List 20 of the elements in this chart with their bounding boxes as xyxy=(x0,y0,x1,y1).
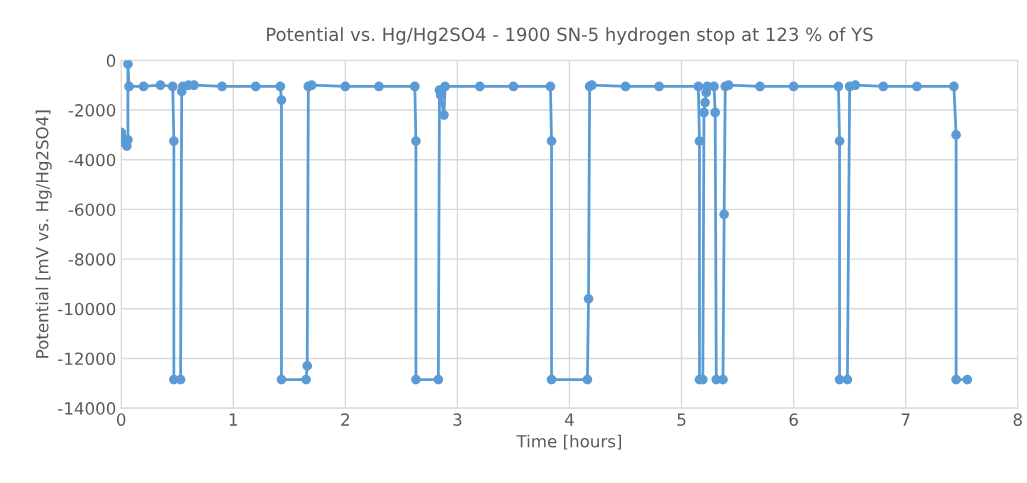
y-tick-label: -14000 xyxy=(58,402,116,415)
y-tick-label: -4000 xyxy=(68,153,116,167)
x-tick-label: 4 xyxy=(564,413,574,426)
x-tick-label: 6 xyxy=(789,413,798,426)
y-axis-title: Potential [mV vs. Hg/Hg2SO4] xyxy=(35,110,52,358)
x-tick-label: 0 xyxy=(116,413,126,426)
y-tick-label: -2000 xyxy=(68,104,116,117)
x-tick-label: 8 xyxy=(1013,413,1022,426)
x-tick-label: 2 xyxy=(341,413,349,426)
y-tick-label: -10000 xyxy=(58,302,116,316)
x-tick-label: 5 xyxy=(677,413,686,426)
chart-title: Potential vs. Hg/Hg2SO4 - 1900 SN-5 hydrogen stop at 123 % of YS xyxy=(267,27,873,45)
x-tick-label: 7 xyxy=(901,413,910,426)
y-tick-label: 0 xyxy=(106,54,116,67)
x-tick-label: 3 xyxy=(453,413,462,426)
x-axis-title: Time [hours] xyxy=(516,434,622,450)
x-tick-label: 1 xyxy=(229,413,238,426)
y-tick-label: -12000 xyxy=(58,352,116,366)
y-tick-label: -6000 xyxy=(68,203,116,216)
y-tick-label: -8000 xyxy=(68,253,116,266)
